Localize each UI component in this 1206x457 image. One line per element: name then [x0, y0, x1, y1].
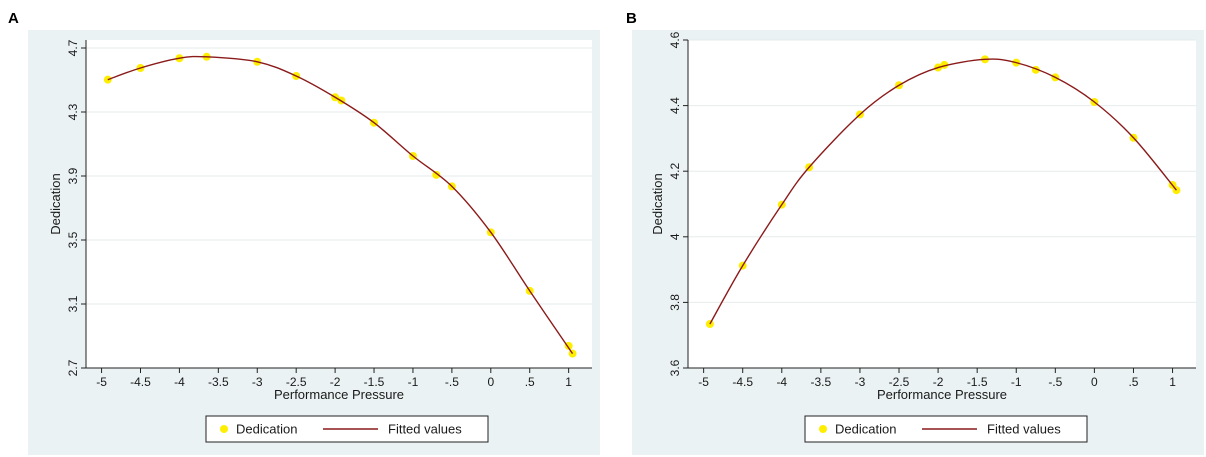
x-tick-label-5: -2.5	[889, 375, 910, 389]
y-tick-label-2: 3.5	[66, 231, 80, 248]
panel-a: A 2.7 3.1 3.5 3.9 4.3 4.7 -5 -4.5 -4 -3.5 -3 -2.5 -2…	[0, 0, 602, 457]
x-tick-label-4: -3	[855, 375, 866, 389]
legend-label-fitted: Fitted values	[388, 422, 462, 437]
y-tick-label-3: 3.9	[66, 167, 80, 184]
y-tick-label-0: 3.6	[668, 359, 682, 376]
x-axis-title: Performance Pressure	[877, 387, 1007, 402]
y-tick-label-1: 3.8	[668, 294, 682, 311]
x-tick-label-3: -3.5	[811, 375, 832, 389]
y-tick-label-1: 3.1	[66, 295, 80, 312]
x-tick-label-8: -1	[408, 375, 419, 389]
fitted-values-line	[107, 55, 574, 354]
y-tick-label-4: 4.4	[668, 97, 682, 114]
x-tick-label-1: -4.5	[732, 375, 753, 389]
x-tick-label-7: -1.5	[967, 375, 988, 389]
x-tick-label-12: 1	[1169, 375, 1176, 389]
y-tick-label-4: 4.3	[66, 103, 80, 120]
x-tick-label-11: .5	[1128, 375, 1138, 389]
plot-area	[688, 40, 1196, 368]
x-tick-label-2: -4	[174, 375, 185, 389]
x-tick-label-4: -3	[252, 375, 263, 389]
x-tick-label-5: -2.5	[286, 375, 307, 389]
x-tick-label-10: 0	[487, 375, 494, 389]
x-axis-title: Performance Pressure	[274, 387, 404, 402]
x-tick-label-9: -.5	[1048, 375, 1062, 389]
x-tick-label-9: -.5	[445, 375, 459, 389]
y-tick-label-5: 4.7	[66, 39, 80, 56]
fitted-values-line	[709, 58, 1178, 325]
x-tick-label-1: -4.5	[130, 375, 151, 389]
legend-label-fitted: Fitted values	[987, 422, 1061, 437]
y-tick-label-3: 4.2	[668, 163, 682, 180]
x-tick-label-3: -3.5	[208, 375, 229, 389]
x-tick-label-6: -2	[933, 375, 944, 389]
y-tick-label-5: 4.6	[668, 31, 682, 48]
legend: Dedication Fitted values	[804, 415, 1088, 443]
legend: Dedication Fitted values	[205, 415, 489, 443]
x-tick-label-11: .5	[525, 375, 535, 389]
y-tick-label-0: 2.7	[66, 359, 80, 376]
panel-letter-a: A	[8, 10, 19, 27]
legend-marker-dedication	[220, 425, 228, 433]
panel-b: B 3.6 3.8 4 4.2 4.4 4.6 -5 -4.5 -4 -3.5 -3 -2.5 -2 -1…	[604, 0, 1206, 457]
scatter-point-10	[432, 170, 441, 179]
y-axis-title: Dedication	[48, 173, 63, 234]
x-tick-label-8: -1	[1011, 375, 1022, 389]
legend-label-dedication: Dedication	[835, 422, 896, 437]
legend-marker-dedication	[819, 425, 827, 433]
panel-letter-b: B	[626, 10, 637, 27]
x-tick-label-6: -2	[330, 375, 341, 389]
chart-b: 3.63.844.24.44.6-5 -4.5 -4 -3.5 -3 -2.5 -2 -1.5…	[632, 30, 1204, 455]
y-axis-title: Dedication	[650, 173, 665, 234]
x-tick-label-10: 0	[1091, 375, 1098, 389]
legend-label-dedication: Dedication	[236, 422, 297, 437]
x-tick-label-7: -1.5	[364, 375, 385, 389]
scatter-point-0	[705, 320, 714, 329]
x-tick-label-2: -4	[776, 375, 787, 389]
chart-a: 2.7 3.1 3.5 3.9 4.3 4.7 -5 -4.5 -4 -3.5 -3 -2.5 -2 -1…	[28, 30, 600, 455]
y-tick-label-2: 4	[668, 233, 682, 240]
plot-area	[86, 40, 592, 368]
x-tick-label-0: -5	[698, 375, 709, 389]
x-tick-label-0: -5	[96, 375, 107, 389]
x-tick-label-12: 1	[565, 375, 572, 389]
